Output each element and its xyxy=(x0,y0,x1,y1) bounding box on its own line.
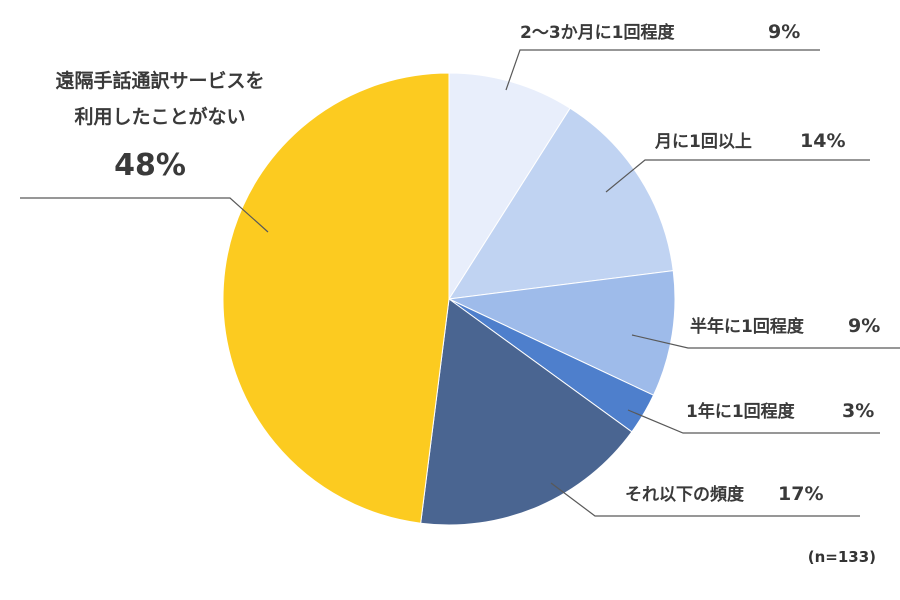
leader-half-year xyxy=(631,334,900,349)
slice-label-2-3-months: 2～3か月に1回程度 9% xyxy=(520,21,800,43)
slice-label-line-2: 利用したことがない xyxy=(74,105,245,128)
leader-lines xyxy=(20,49,900,517)
slice-pct-text: 48% xyxy=(114,148,186,183)
slice-label-text: 月に1回以上 xyxy=(654,132,752,152)
leader-less-often xyxy=(550,482,860,517)
slice-label-text: 1年に1回程度 xyxy=(686,401,796,422)
slice-label-less-often: それ以下の頻度 17% xyxy=(625,483,823,505)
leader-2-3-months xyxy=(505,49,820,91)
slice-label-text: それ以下の頻度 xyxy=(625,484,745,505)
slice-label-half-year: 半年に1回程度 9% xyxy=(690,315,880,337)
slice-pct-text: 9% xyxy=(768,21,800,43)
slice-label-line-1: 遠隔手話通訳サービスを xyxy=(55,69,264,92)
slice-2-3-months xyxy=(448,72,571,301)
pie-slices xyxy=(222,72,676,526)
leader-never-used xyxy=(20,197,269,233)
slice-label-never-used: 遠隔手話通訳サービスを 利用したことがない 48% xyxy=(55,69,264,183)
slice-pct-text: 17% xyxy=(778,483,823,505)
leader-yearly xyxy=(627,409,880,434)
slice-label-monthly: 月に1回以上 14% xyxy=(654,130,845,152)
slice-less-often xyxy=(420,298,633,526)
slice-pct-text: 3% xyxy=(842,400,874,422)
leader-monthly xyxy=(605,159,870,193)
slice-pct-text: 14% xyxy=(800,130,845,152)
slice-label-text: 2～3か月に1回程度 xyxy=(520,22,675,43)
slice-label-text: 半年に1回程度 xyxy=(690,316,805,337)
sample-size-note: (n=133) xyxy=(807,548,876,566)
slice-monthly xyxy=(448,107,674,300)
slice-never-used xyxy=(222,72,450,524)
slice-label-yearly: 1年に1回程度 3% xyxy=(686,400,874,422)
slice-pct-text: 9% xyxy=(848,315,880,337)
slice-half-year xyxy=(447,270,676,396)
